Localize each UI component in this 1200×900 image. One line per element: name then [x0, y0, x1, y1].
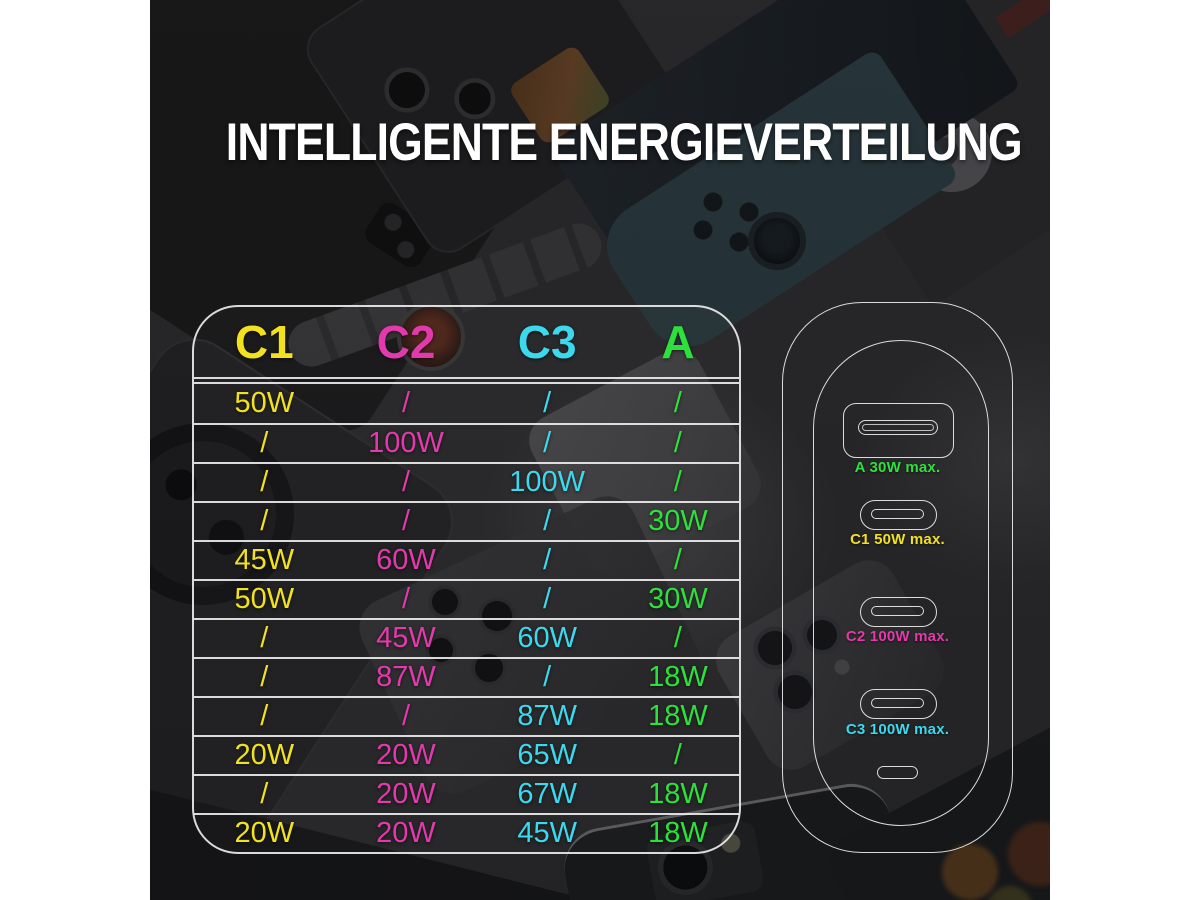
power-cell: 50W [234, 387, 295, 419]
power-cell: 50W [234, 583, 295, 615]
power-cell: / [401, 466, 411, 498]
power-cell: / [260, 778, 269, 810]
power-cell: 87W [376, 661, 436, 693]
charger-outline-diagram: A 30W max. C1 50W max. C2 100W max. C3 1… [782, 302, 1013, 853]
power-cell: / [543, 505, 552, 537]
power-cell: / [673, 622, 682, 654]
port-label-c2: C2 100W max. [845, 628, 950, 645]
table-row: / / / 30W [194, 501, 739, 540]
power-cell: / [260, 466, 269, 498]
power-cell: / [673, 544, 682, 576]
power-cell: 18W [648, 817, 708, 849]
power-cell: / [543, 583, 552, 615]
power-cell: / [673, 466, 682, 498]
table-row: / 45W 60W / [194, 618, 739, 657]
power-cell: 67W [517, 778, 577, 810]
table-row: / / 100W / [194, 462, 739, 501]
charger-face-outline [813, 340, 989, 826]
power-cell: 20W [234, 739, 295, 771]
power-cell: 100W [368, 427, 444, 459]
column-header-c2: C2 [376, 316, 436, 368]
table-row: / / 87W 18W [194, 696, 739, 735]
power-cell: / [260, 661, 269, 693]
port-label-c1: C1 50W max. [850, 531, 945, 548]
table-row: 50W / / / [194, 384, 739, 423]
usb-a-tongue [862, 424, 934, 431]
table-row: 20W 20W 65W / [194, 735, 739, 774]
column-header-a: A [661, 316, 695, 368]
dark-panel: SWITCH NINTENDO INTELLI [150, 0, 1050, 900]
power-cell: / [673, 427, 682, 459]
usb-a-port [843, 403, 954, 458]
power-cell: 20W [376, 778, 436, 810]
page-title: INTELLIGENTE ENERGIEVERTEILUNG [225, 113, 1023, 172]
power-cell: 20W [376, 817, 436, 849]
power-distribution-table: C1 C2 C3 A 50W / / / / 100W / / [192, 305, 741, 854]
indicator-pill [877, 766, 918, 779]
power-cell: / [401, 583, 411, 615]
power-cell: 60W [517, 622, 577, 654]
column-header-c1: C1 [234, 316, 294, 368]
port-label-a: A 30W max. [854, 459, 941, 476]
power-cell: 20W [234, 817, 295, 849]
power-cell: 45W [376, 622, 436, 654]
port-label-c3: C3 100W max. [845, 721, 950, 738]
table-row: 20W 20W 45W 18W [194, 813, 739, 852]
usb-c-port-c1 [860, 500, 937, 530]
power-cell: / [543, 544, 552, 576]
power-cell: 45W [234, 544, 295, 576]
power-cell: 18W [648, 700, 708, 732]
power-cell: 87W [517, 700, 577, 732]
usb-c-pin [871, 509, 924, 519]
usb-c-port-c2 [860, 597, 937, 627]
column-header-c3: C3 [517, 316, 577, 368]
header-divider [194, 377, 739, 384]
power-cell: / [673, 387, 682, 419]
power-cell: / [673, 739, 682, 771]
power-cell: 18W [648, 661, 708, 693]
power-cell: / [401, 505, 411, 537]
power-cell: / [401, 700, 411, 732]
power-cell: 18W [648, 778, 708, 810]
table-row: 45W 60W / / [194, 540, 739, 579]
power-cell: / [543, 387, 552, 419]
power-cell: 30W [648, 505, 708, 537]
power-cell: 20W [376, 739, 436, 771]
table-row: / 87W / 18W [194, 657, 739, 696]
usb-c-pin [871, 606, 924, 616]
power-cell: 45W [517, 817, 577, 849]
power-cell: / [543, 427, 552, 459]
background-iphone-lenses [750, 615, 880, 725]
usb-c-pin [871, 698, 924, 708]
table-header-row: C1 C2 C3 A [194, 307, 739, 377]
usb-a-slot [858, 420, 938, 435]
usb-c-port-c3 [860, 689, 937, 719]
power-cell: / [543, 661, 552, 693]
power-cell: / [260, 505, 269, 537]
power-cell: / [260, 622, 269, 654]
background-joycon-stick [748, 212, 806, 270]
table-row: / 20W 67W 18W [194, 774, 739, 813]
table-row: / 100W / / [194, 423, 739, 462]
table-body: 50W / / / / 100W / / / / 100W / [194, 384, 739, 852]
power-cell: / [401, 387, 411, 419]
power-cell: 30W [648, 583, 708, 615]
power-cell: / [260, 427, 269, 459]
table-row: 50W / / 30W [194, 579, 739, 618]
background-phone-lenses [425, 578, 555, 698]
power-cell: / [260, 700, 269, 732]
power-cell: 60W [376, 544, 436, 576]
power-cell: 65W [517, 739, 577, 771]
power-cell: 100W [509, 466, 586, 498]
